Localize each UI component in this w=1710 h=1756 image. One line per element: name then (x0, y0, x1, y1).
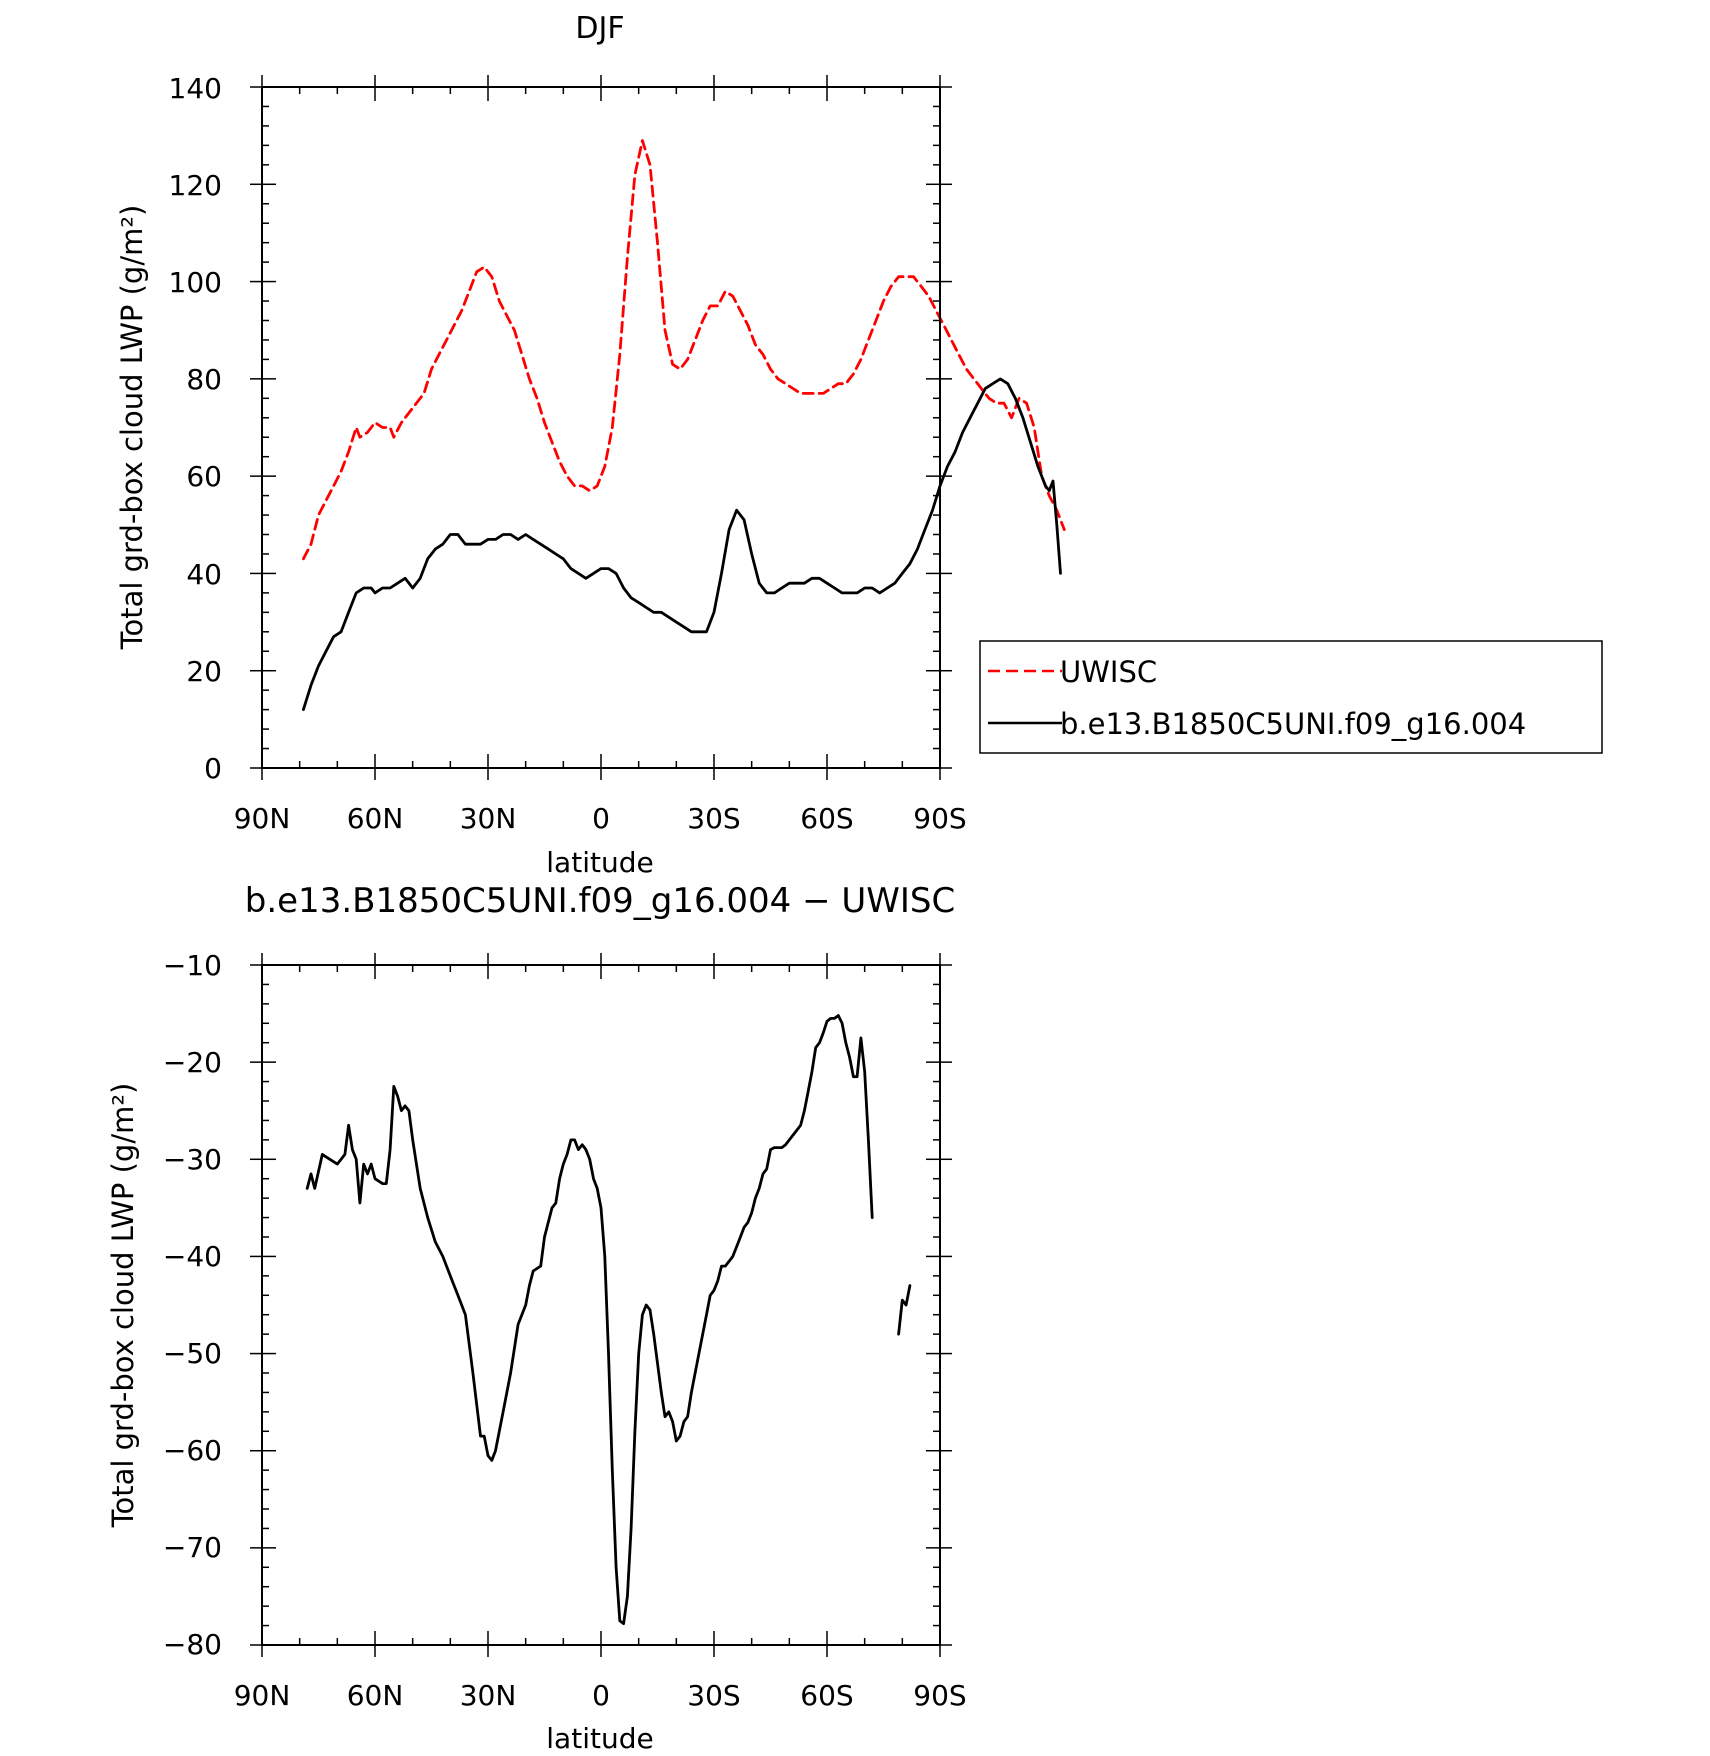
top-x-tick-label: 90N (234, 802, 291, 835)
bottom-y-tick-label: −60 (163, 1434, 222, 1467)
bottom-y-tick-label: −30 (163, 1143, 222, 1176)
top-panel-x-axis: 90N 60N 30N 0 30S 60S 90S (234, 802, 967, 835)
top-x-tick-label: 60S (800, 802, 853, 835)
bottom-x-tick-label: 90N (234, 1679, 291, 1712)
bottom-y-tick-label: −70 (163, 1531, 222, 1564)
top-x-tick-label: 0 (592, 802, 610, 835)
top-y-tick-label: 20 (186, 655, 222, 688)
top-y-tick-label: 60 (186, 460, 222, 493)
top-y-tick-label: 80 (186, 363, 222, 396)
top-panel-xlabel: latitude (546, 846, 653, 879)
bottom-y-tick-label: −10 (163, 949, 222, 982)
top-y-tick-label: 100 (169, 266, 222, 299)
top-x-tick-label: 90S (913, 802, 966, 835)
top-y-tick-label: 0 (204, 752, 222, 785)
top-y-tick-label: 120 (169, 169, 222, 202)
bottom-x-tick-label: 30N (460, 1679, 517, 1712)
bottom-x-tick-label: 60N (347, 1679, 404, 1712)
bottom-panel-plot-lines (305, 1014, 912, 1625)
top-panel-title: DJF (575, 11, 624, 46)
top-panel-y-axis: 0 20 40 60 80 100 120 140 (169, 72, 222, 785)
bottom-panel-title: b.e13.B1850C5UNI.f09_g16.004 − UWISC (245, 881, 956, 921)
top-y-tick-label: 140 (169, 72, 222, 105)
top-x-tick-label: 30S (687, 802, 740, 835)
bottom-panel-xlabel: latitude (546, 1722, 653, 1755)
bottom-y-tick-label: −80 (163, 1628, 222, 1661)
bottom-y-tick-label: −50 (163, 1337, 222, 1370)
legend-model-label: b.e13.B1850C5UNI.f09_g16.004 (1060, 707, 1526, 741)
bottom-x-tick-label: 30S (687, 1679, 740, 1712)
top-series-1-line (302, 377, 1062, 711)
top-x-tick-label: 60N (347, 802, 404, 835)
top-panel-plot-lines (302, 139, 1089, 716)
bottom-panel-ylabel: Total grd-box cloud LWP (g/m²) (106, 1083, 140, 1529)
bottom-panel-frame (250, 953, 952, 1657)
bottom-plot-border (261, 964, 941, 1646)
bottom-y-tick-label: −20 (163, 1046, 222, 1079)
top-x-tick-label: 30N (460, 802, 517, 835)
bottom-panel-x-axis: 90N 60N 30N 0 30S 60S 90S (234, 1679, 967, 1712)
bottom-series-0-line (305, 1014, 874, 1625)
bottom-y-tick-label: −40 (163, 1240, 222, 1273)
bottom-panel: b.e13.B1850C5UNI.f09_g16.004 − UWISC Tot… (106, 881, 967, 1755)
top-panel: DJF Total grd-box cloud LWP (g/m²) latit… (115, 11, 1603, 879)
legend: UWISC b.e13.B1850C5UNI.f09_g16.004 (979, 640, 1603, 754)
legend-box (979, 640, 1603, 754)
top-plot-border (261, 86, 941, 769)
top-y-tick-label: 40 (186, 558, 222, 591)
bottom-x-tick-label: 0 (592, 1679, 610, 1712)
bottom-series-0-line (897, 1284, 912, 1336)
bottom-x-tick-label: 90S (913, 1679, 966, 1712)
bottom-panel-y-axis: −80 −70 −60 −50 −40 −30 −20 −10 (163, 949, 222, 1661)
bottom-x-tick-label: 60S (800, 1679, 853, 1712)
top-series-0-line (302, 139, 1066, 561)
top-panel-frame (250, 75, 952, 780)
top-panel-ylabel: Total grd-box cloud LWP (g/m²) (115, 205, 149, 651)
legend-uwisc-label: UWISC (1060, 655, 1157, 689)
